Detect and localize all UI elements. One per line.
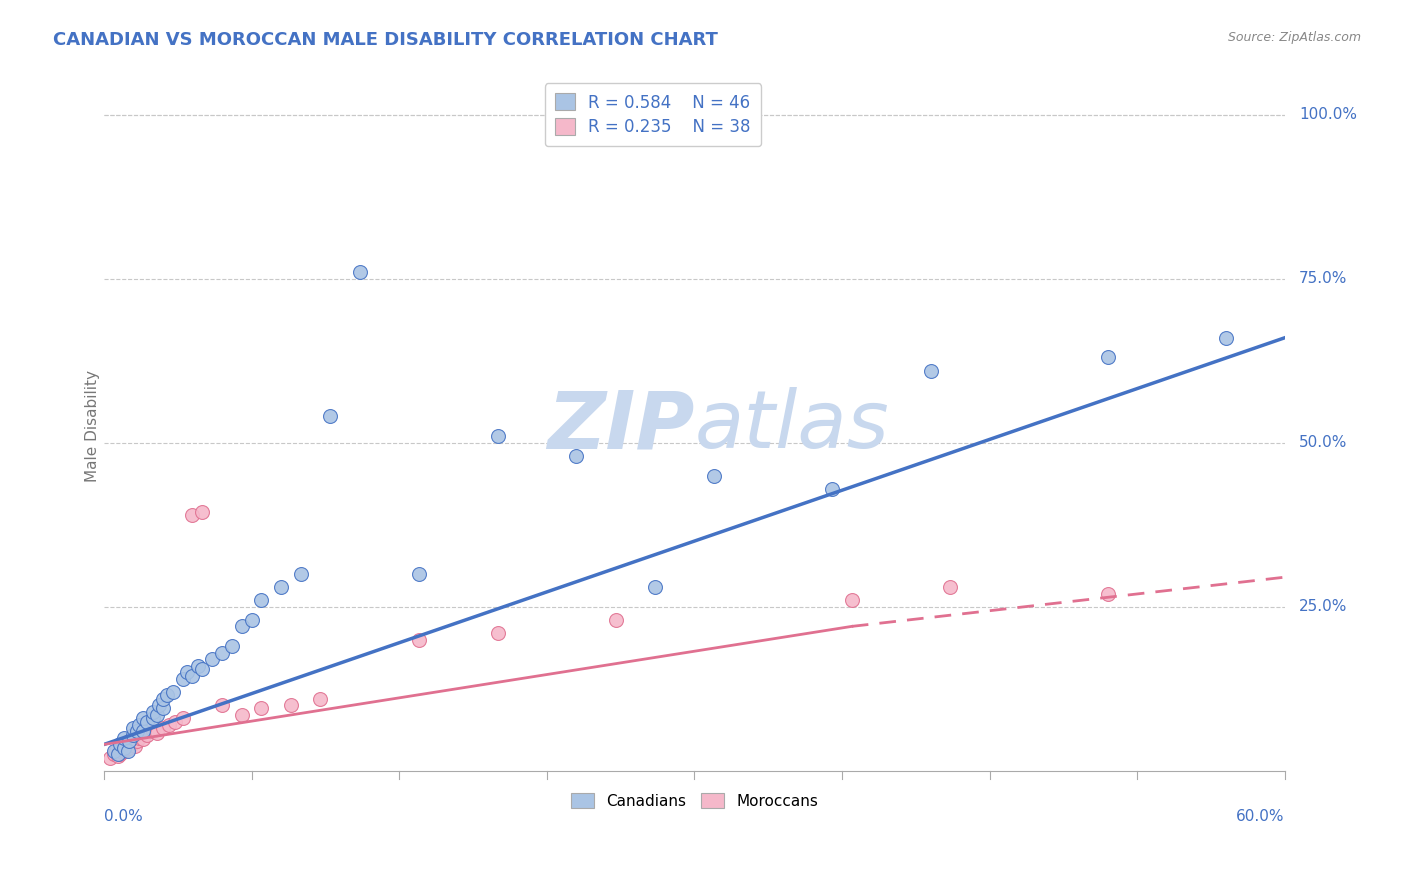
Point	[408, 566, 430, 581]
Point	[108, 740, 131, 755]
Text: 100.0%: 100.0%	[1299, 107, 1357, 122]
Point	[112, 744, 135, 758]
Text: Source: ZipAtlas.com: Source: ZipAtlas.com	[1227, 31, 1361, 45]
Point	[181, 508, 204, 522]
Point	[240, 613, 263, 627]
Point	[1097, 586, 1119, 600]
Point	[127, 734, 149, 748]
Point	[565, 449, 588, 463]
Point	[122, 728, 145, 742]
Point	[703, 468, 725, 483]
Point	[111, 745, 134, 759]
Point	[172, 672, 194, 686]
Point	[221, 639, 243, 653]
Point	[98, 750, 121, 764]
Point	[132, 711, 155, 725]
Point	[142, 711, 165, 725]
Point	[211, 646, 233, 660]
Point	[290, 566, 312, 581]
Point	[1215, 331, 1237, 345]
Point	[112, 738, 135, 752]
Point	[132, 724, 155, 739]
Text: 25.0%: 25.0%	[1299, 599, 1347, 615]
Point	[270, 580, 292, 594]
Point	[136, 728, 159, 742]
Point	[112, 740, 135, 755]
Point	[127, 724, 149, 739]
Point	[107, 747, 129, 762]
Point	[118, 734, 141, 748]
Point	[280, 698, 302, 712]
Text: atlas: atlas	[695, 387, 889, 466]
Point	[142, 705, 165, 719]
Text: 75.0%: 75.0%	[1299, 271, 1347, 286]
Point	[152, 721, 174, 735]
Point	[821, 482, 844, 496]
Point	[121, 738, 143, 752]
Text: 0.0%: 0.0%	[104, 808, 142, 823]
Point	[841, 593, 863, 607]
Text: CANADIAN VS MOROCCAN MALE DISABILITY CORRELATION CHART: CANADIAN VS MOROCCAN MALE DISABILITY COR…	[53, 31, 718, 49]
Point	[152, 691, 174, 706]
Point	[191, 505, 214, 519]
Point	[107, 749, 129, 764]
Point	[191, 662, 214, 676]
Point	[486, 626, 509, 640]
Point	[231, 708, 253, 723]
Point	[250, 701, 273, 715]
Point	[408, 632, 430, 647]
Point	[211, 698, 233, 712]
Point	[309, 691, 332, 706]
Point	[201, 652, 224, 666]
Point	[156, 688, 179, 702]
Point	[112, 731, 135, 745]
Point	[486, 429, 509, 443]
Point	[114, 742, 136, 756]
Point	[157, 718, 180, 732]
Point	[920, 363, 942, 377]
Point	[103, 747, 125, 762]
Legend: Canadians, Moroccans: Canadians, Moroccans	[565, 787, 824, 814]
Y-axis label: Male Disability: Male Disability	[86, 370, 100, 483]
Point	[644, 580, 666, 594]
Point	[108, 747, 131, 762]
Text: 50.0%: 50.0%	[1299, 435, 1347, 450]
Point	[142, 724, 165, 739]
Point	[349, 265, 371, 279]
Point	[939, 580, 962, 594]
Point	[319, 409, 342, 424]
Point	[146, 708, 169, 723]
Point	[103, 744, 125, 758]
Point	[152, 701, 174, 715]
Point	[187, 658, 209, 673]
Point	[176, 665, 198, 680]
Point	[231, 619, 253, 633]
Point	[146, 725, 169, 739]
Point	[108, 738, 131, 752]
Point	[117, 739, 139, 753]
Point	[163, 714, 186, 729]
Point	[124, 739, 146, 753]
Point	[181, 668, 204, 682]
Point	[117, 744, 139, 758]
Point	[128, 718, 150, 732]
Point	[1097, 351, 1119, 365]
Point	[136, 714, 159, 729]
Point	[172, 711, 194, 725]
Point	[122, 736, 145, 750]
Point	[605, 613, 627, 627]
Point	[162, 685, 184, 699]
Point	[250, 593, 273, 607]
Text: 60.0%: 60.0%	[1236, 808, 1285, 823]
Text: ZIP: ZIP	[547, 387, 695, 466]
Point	[132, 732, 155, 747]
Point	[148, 698, 170, 712]
Point	[104, 744, 127, 758]
Point	[122, 721, 145, 735]
Point	[128, 731, 150, 745]
Point	[118, 740, 141, 755]
